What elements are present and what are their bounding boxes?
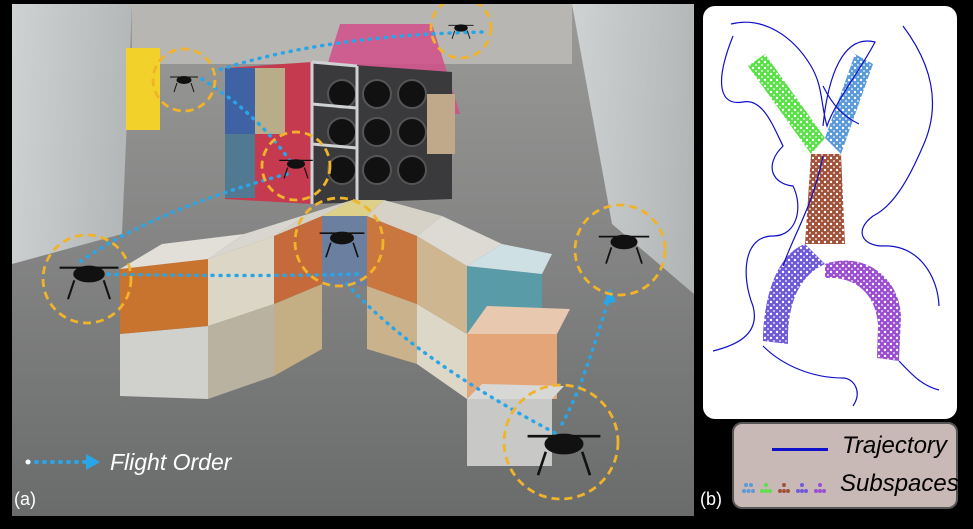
drone-markers bbox=[41, 4, 667, 501]
subspace-figure bbox=[712, 21, 940, 407]
drone-marker-5 bbox=[293, 196, 385, 288]
panel-a-label: (a) bbox=[14, 489, 36, 509]
subspace-indigo bbox=[763, 244, 825, 344]
trajectory-line-swatch bbox=[772, 448, 828, 451]
rack-tower bbox=[225, 60, 455, 204]
subspace-legend: Trajectory Subspaces bbox=[732, 422, 959, 509]
flight-order-legend: Flight Order bbox=[24, 446, 231, 478]
legend-row-subspaces: Subspaces bbox=[734, 468, 959, 504]
net-right bbox=[572, 4, 694, 294]
flight-scene bbox=[12, 4, 694, 516]
flight-order-arrow-icon bbox=[25, 454, 100, 470]
subspace-purple bbox=[825, 260, 901, 361]
panel-b-label: (b) bbox=[700, 489, 722, 509]
flight-order-label: Flight Order bbox=[110, 448, 232, 475]
subspace-brown bbox=[805, 154, 845, 244]
flight-photo bbox=[12, 4, 694, 516]
subspace-blue bbox=[825, 54, 873, 154]
trajectory-line bbox=[712, 21, 940, 407]
subspace-green bbox=[748, 54, 825, 154]
drone-marker-2 bbox=[151, 47, 217, 113]
drone-marker-6 bbox=[573, 203, 667, 297]
drone-marker-4 bbox=[41, 233, 133, 325]
legend-row-trajectory: Trajectory bbox=[734, 430, 956, 466]
subspace-plot bbox=[703, 6, 957, 419]
drone-marker-1 bbox=[429, 4, 493, 60]
net-left bbox=[12, 4, 132, 264]
subspace-dots-swatch bbox=[742, 483, 826, 493]
drone-marker-7 bbox=[502, 383, 620, 501]
drone-marker-3 bbox=[260, 130, 332, 202]
drones bbox=[59, 24, 650, 476]
subspaces-label: Subspaces bbox=[840, 470, 959, 497]
flight-path-arrowhead bbox=[603, 288, 616, 304]
yellow-cabinet bbox=[126, 48, 160, 130]
trajectory-label: Trajectory bbox=[842, 432, 947, 459]
